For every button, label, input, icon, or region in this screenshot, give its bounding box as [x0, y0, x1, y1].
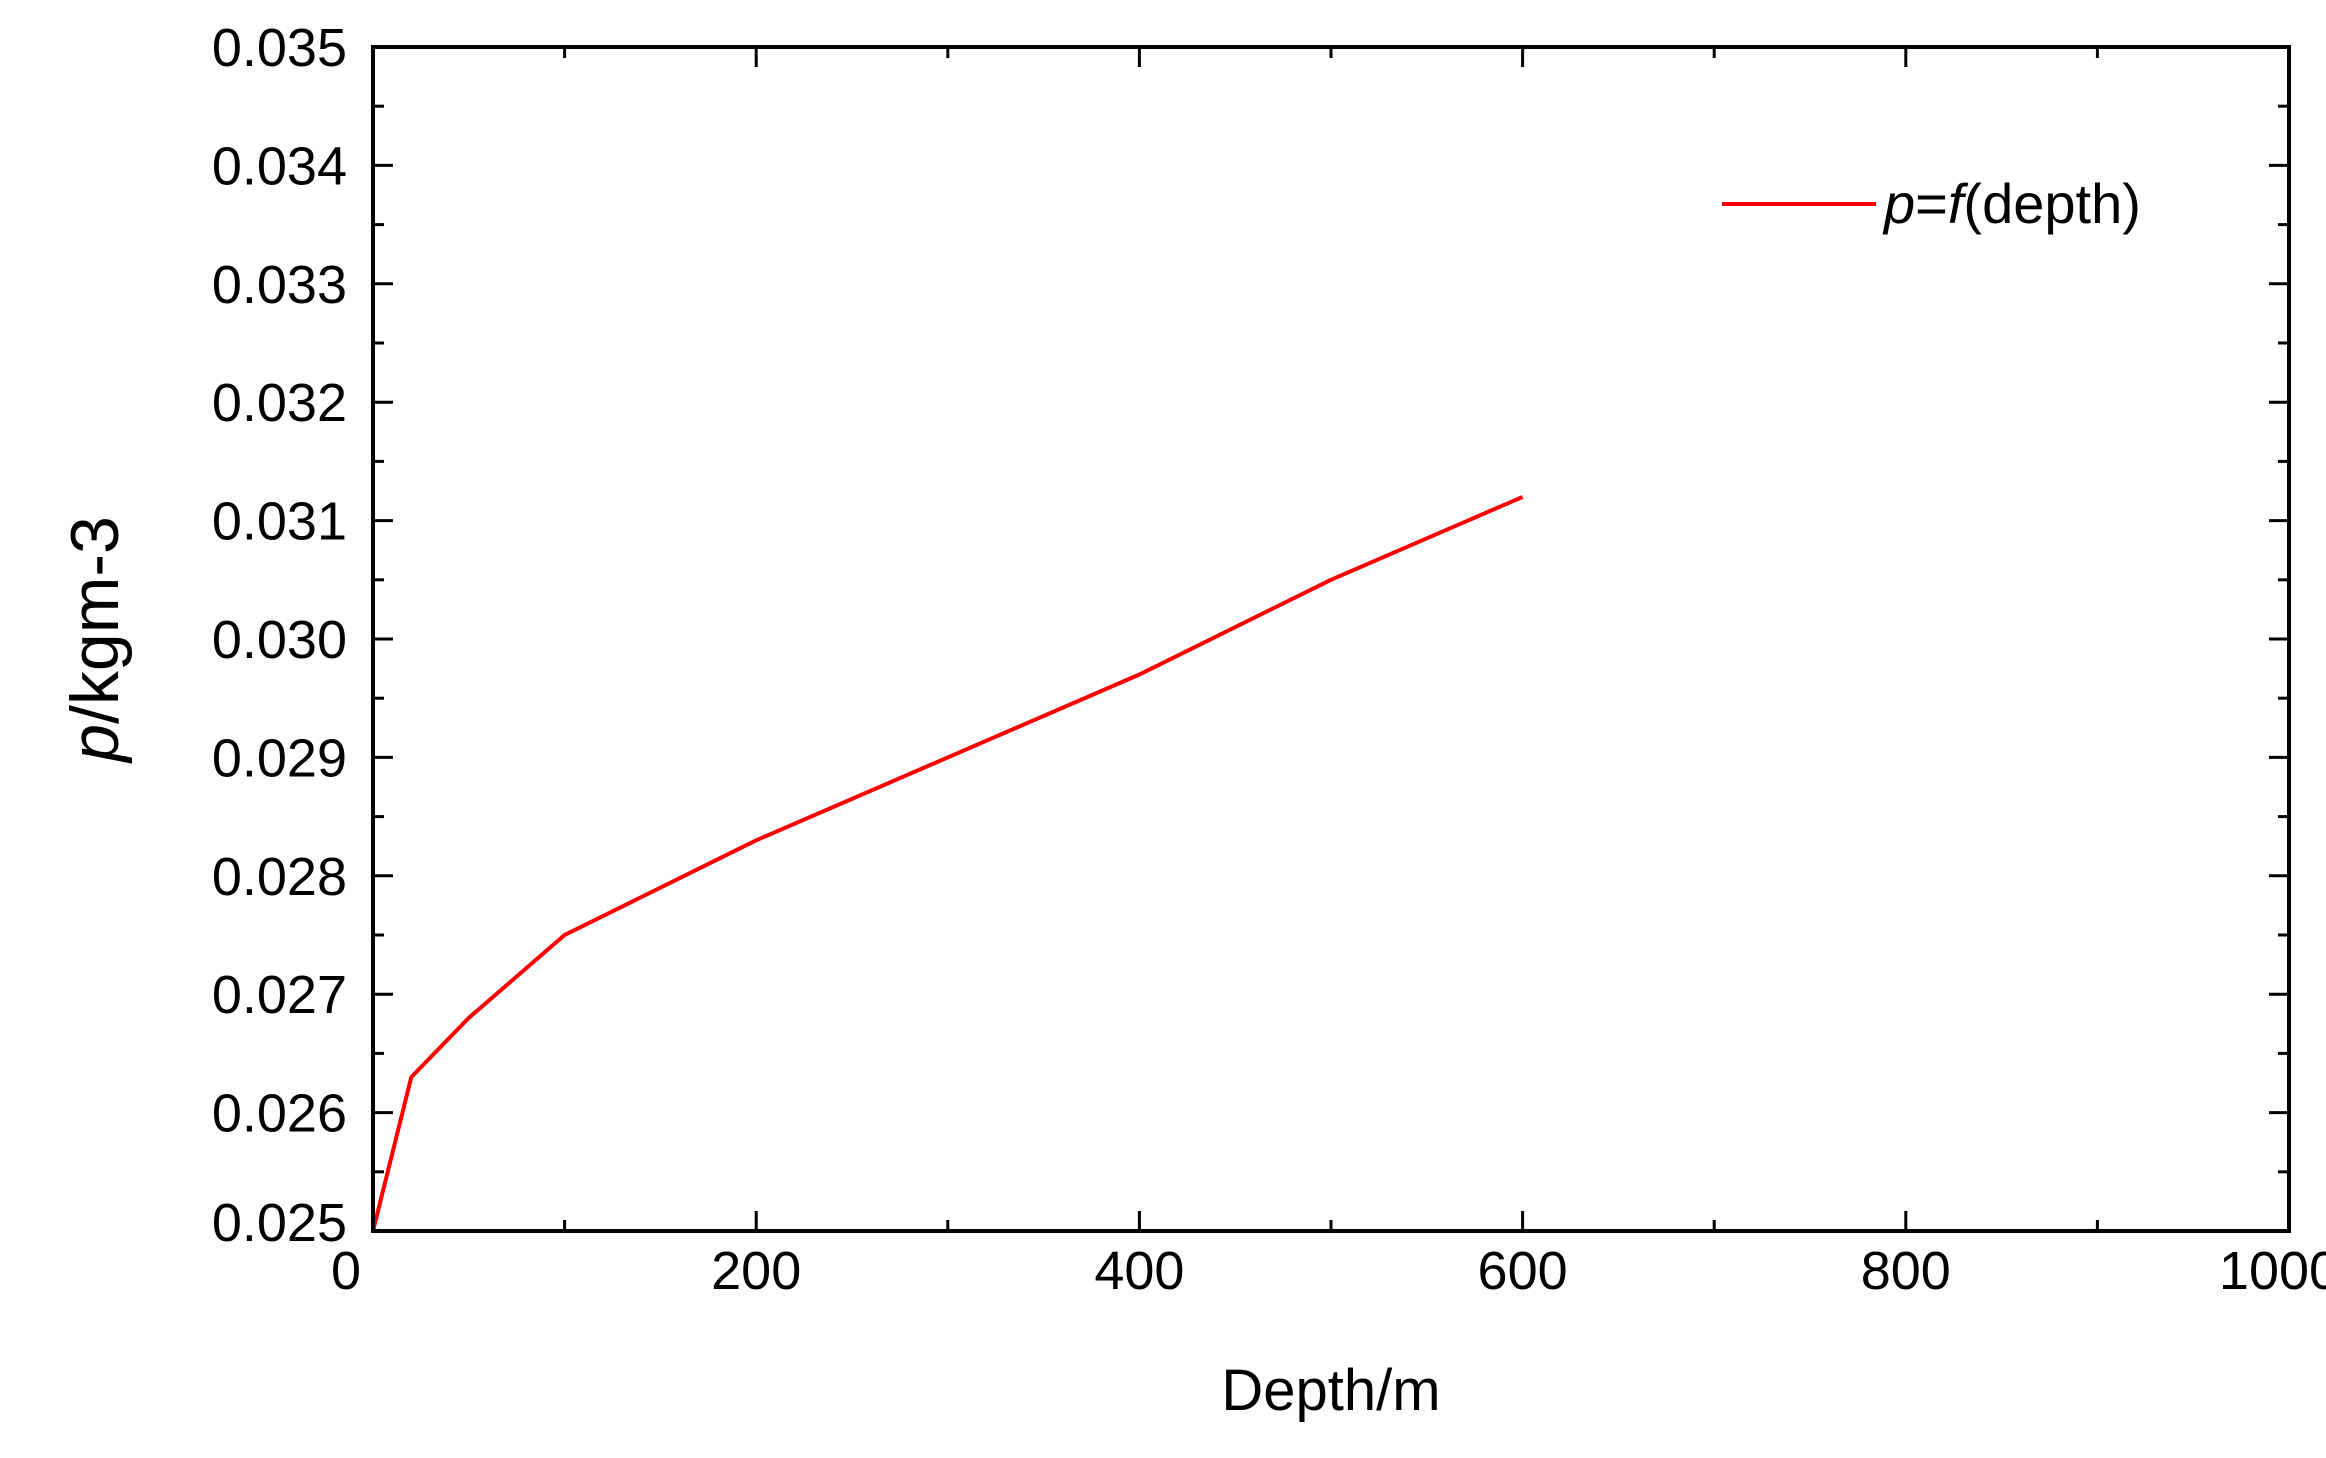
- legend: p=f(depth): [1722, 172, 2141, 235]
- x-tick-label: 200: [711, 1241, 801, 1301]
- plot-frame: [371, 45, 2291, 1233]
- y-tick-label: 0.035: [212, 18, 347, 78]
- y-tick-label: 0.028: [212, 847, 347, 907]
- x-tick-label: 600: [1478, 1241, 1568, 1301]
- legend-label-arg: (depth): [1963, 172, 2140, 235]
- series-layer: [371, 495, 1524, 1232]
- x-tick-label: 800: [1861, 1241, 1951, 1301]
- y-tick-label: 0.030: [212, 610, 347, 670]
- x-tick-label: 0: [331, 1241, 361, 1301]
- y-axis-title: p/kgm-3: [57, 516, 133, 764]
- y-tick-label: 0.034: [212, 136, 347, 196]
- y-tick-label: 0.029: [212, 728, 347, 788]
- y-tick-label: 0.026: [212, 1084, 347, 1144]
- y-tick-label: 0.025: [212, 1193, 347, 1253]
- series-line: [371, 495, 1524, 1232]
- y-tick-label: 0.033: [212, 255, 347, 315]
- y-axis-title-symbol: p: [57, 724, 133, 764]
- legend-label: p=f(depth): [1882, 172, 2141, 235]
- legend-label-eq: =: [1915, 172, 1948, 235]
- tick-labels-layer: 0 200 400 600 800 1000 0.025 0.026 0.027 0.028 0.0…: [212, 18, 2326, 1301]
- x-axis-title: Depth/m: [1221, 1358, 1440, 1423]
- legend-label-p: p: [1882, 172, 1915, 235]
- x-tick-label: 1000: [2219, 1241, 2326, 1301]
- y-axis-title-unit: /kgm-3: [57, 516, 133, 724]
- y-tick-label: 0.032: [212, 373, 347, 433]
- x-tick-label: 400: [1094, 1241, 1184, 1301]
- y-tick-label: 0.027: [212, 965, 347, 1025]
- y-tick-label: 0.031: [212, 492, 347, 552]
